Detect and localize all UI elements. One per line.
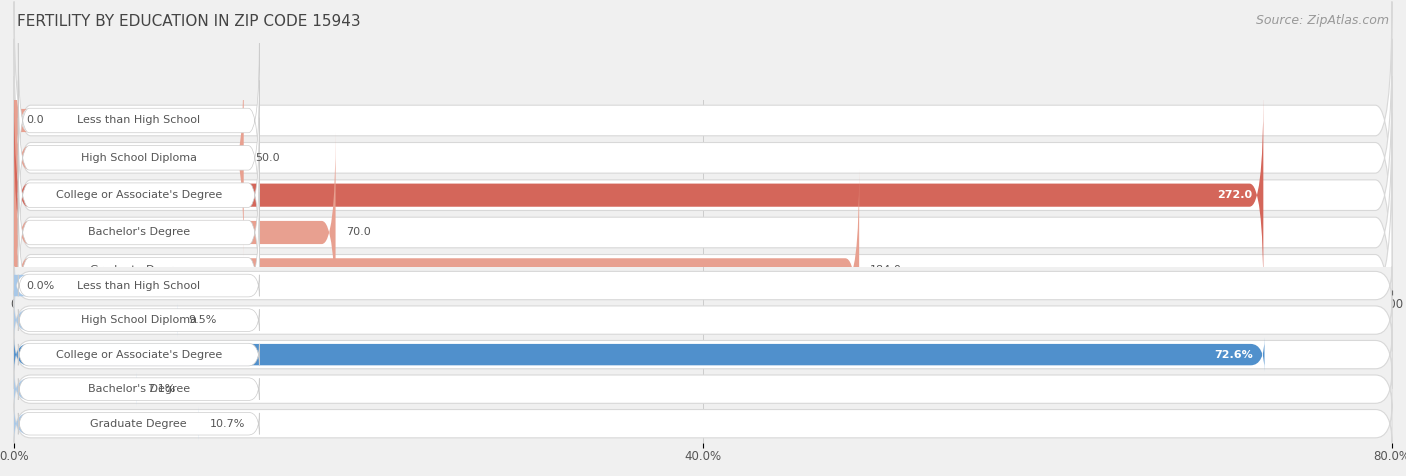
FancyBboxPatch shape: [18, 80, 259, 235]
Text: College or Associate's Degree: College or Associate's Degree: [56, 190, 222, 200]
FancyBboxPatch shape: [14, 132, 336, 333]
Text: 0.0: 0.0: [27, 116, 44, 126]
Text: FERTILITY BY EDUCATION IN ZIP CODE 15943: FERTILITY BY EDUCATION IN ZIP CODE 15943: [17, 14, 360, 30]
Text: College or Associate's Degree: College or Associate's Degree: [56, 349, 222, 360]
Text: High School Diploma: High School Diploma: [80, 315, 197, 325]
FancyBboxPatch shape: [18, 43, 259, 198]
Text: Bachelor's Degree: Bachelor's Degree: [87, 384, 190, 394]
FancyBboxPatch shape: [14, 405, 1392, 443]
FancyBboxPatch shape: [1, 20, 28, 221]
Text: 10.7%: 10.7%: [209, 419, 245, 429]
Text: Less than High School: Less than High School: [77, 116, 200, 126]
FancyBboxPatch shape: [18, 378, 259, 400]
FancyBboxPatch shape: [18, 118, 259, 273]
Text: Graduate Degree: Graduate Degree: [90, 265, 187, 275]
Text: 50.0: 50.0: [254, 153, 280, 163]
FancyBboxPatch shape: [14, 336, 1392, 374]
FancyBboxPatch shape: [14, 267, 1392, 305]
Text: Graduate Degree: Graduate Degree: [90, 419, 187, 429]
FancyBboxPatch shape: [14, 1, 1392, 239]
FancyBboxPatch shape: [14, 95, 1264, 296]
Text: Source: ZipAtlas.com: Source: ZipAtlas.com: [1256, 14, 1389, 27]
FancyBboxPatch shape: [18, 192, 259, 347]
Text: 70.0: 70.0: [347, 228, 371, 238]
FancyBboxPatch shape: [14, 372, 136, 406]
FancyBboxPatch shape: [14, 151, 1392, 389]
FancyBboxPatch shape: [14, 370, 1392, 408]
FancyBboxPatch shape: [14, 303, 177, 337]
FancyBboxPatch shape: [14, 301, 1392, 339]
FancyBboxPatch shape: [18, 274, 259, 297]
Text: 184.0: 184.0: [870, 265, 903, 275]
Text: 72.6%: 72.6%: [1215, 349, 1254, 360]
Text: 0.0%: 0.0%: [27, 280, 55, 290]
FancyBboxPatch shape: [14, 76, 1392, 314]
FancyBboxPatch shape: [14, 407, 198, 441]
FancyBboxPatch shape: [14, 39, 1392, 277]
Text: High School Diploma: High School Diploma: [80, 153, 197, 163]
FancyBboxPatch shape: [18, 343, 259, 366]
FancyBboxPatch shape: [14, 337, 1264, 372]
Text: Less than High School: Less than High School: [77, 280, 200, 290]
FancyBboxPatch shape: [14, 169, 859, 370]
Text: 9.5%: 9.5%: [188, 315, 217, 325]
FancyBboxPatch shape: [14, 113, 1392, 352]
Text: 272.0: 272.0: [1218, 190, 1253, 200]
FancyBboxPatch shape: [18, 309, 259, 331]
FancyBboxPatch shape: [14, 58, 243, 258]
FancyBboxPatch shape: [18, 155, 259, 310]
FancyBboxPatch shape: [1, 268, 28, 302]
Text: 7.1%: 7.1%: [148, 384, 176, 394]
FancyBboxPatch shape: [18, 412, 259, 435]
Text: Bachelor's Degree: Bachelor's Degree: [87, 228, 190, 238]
